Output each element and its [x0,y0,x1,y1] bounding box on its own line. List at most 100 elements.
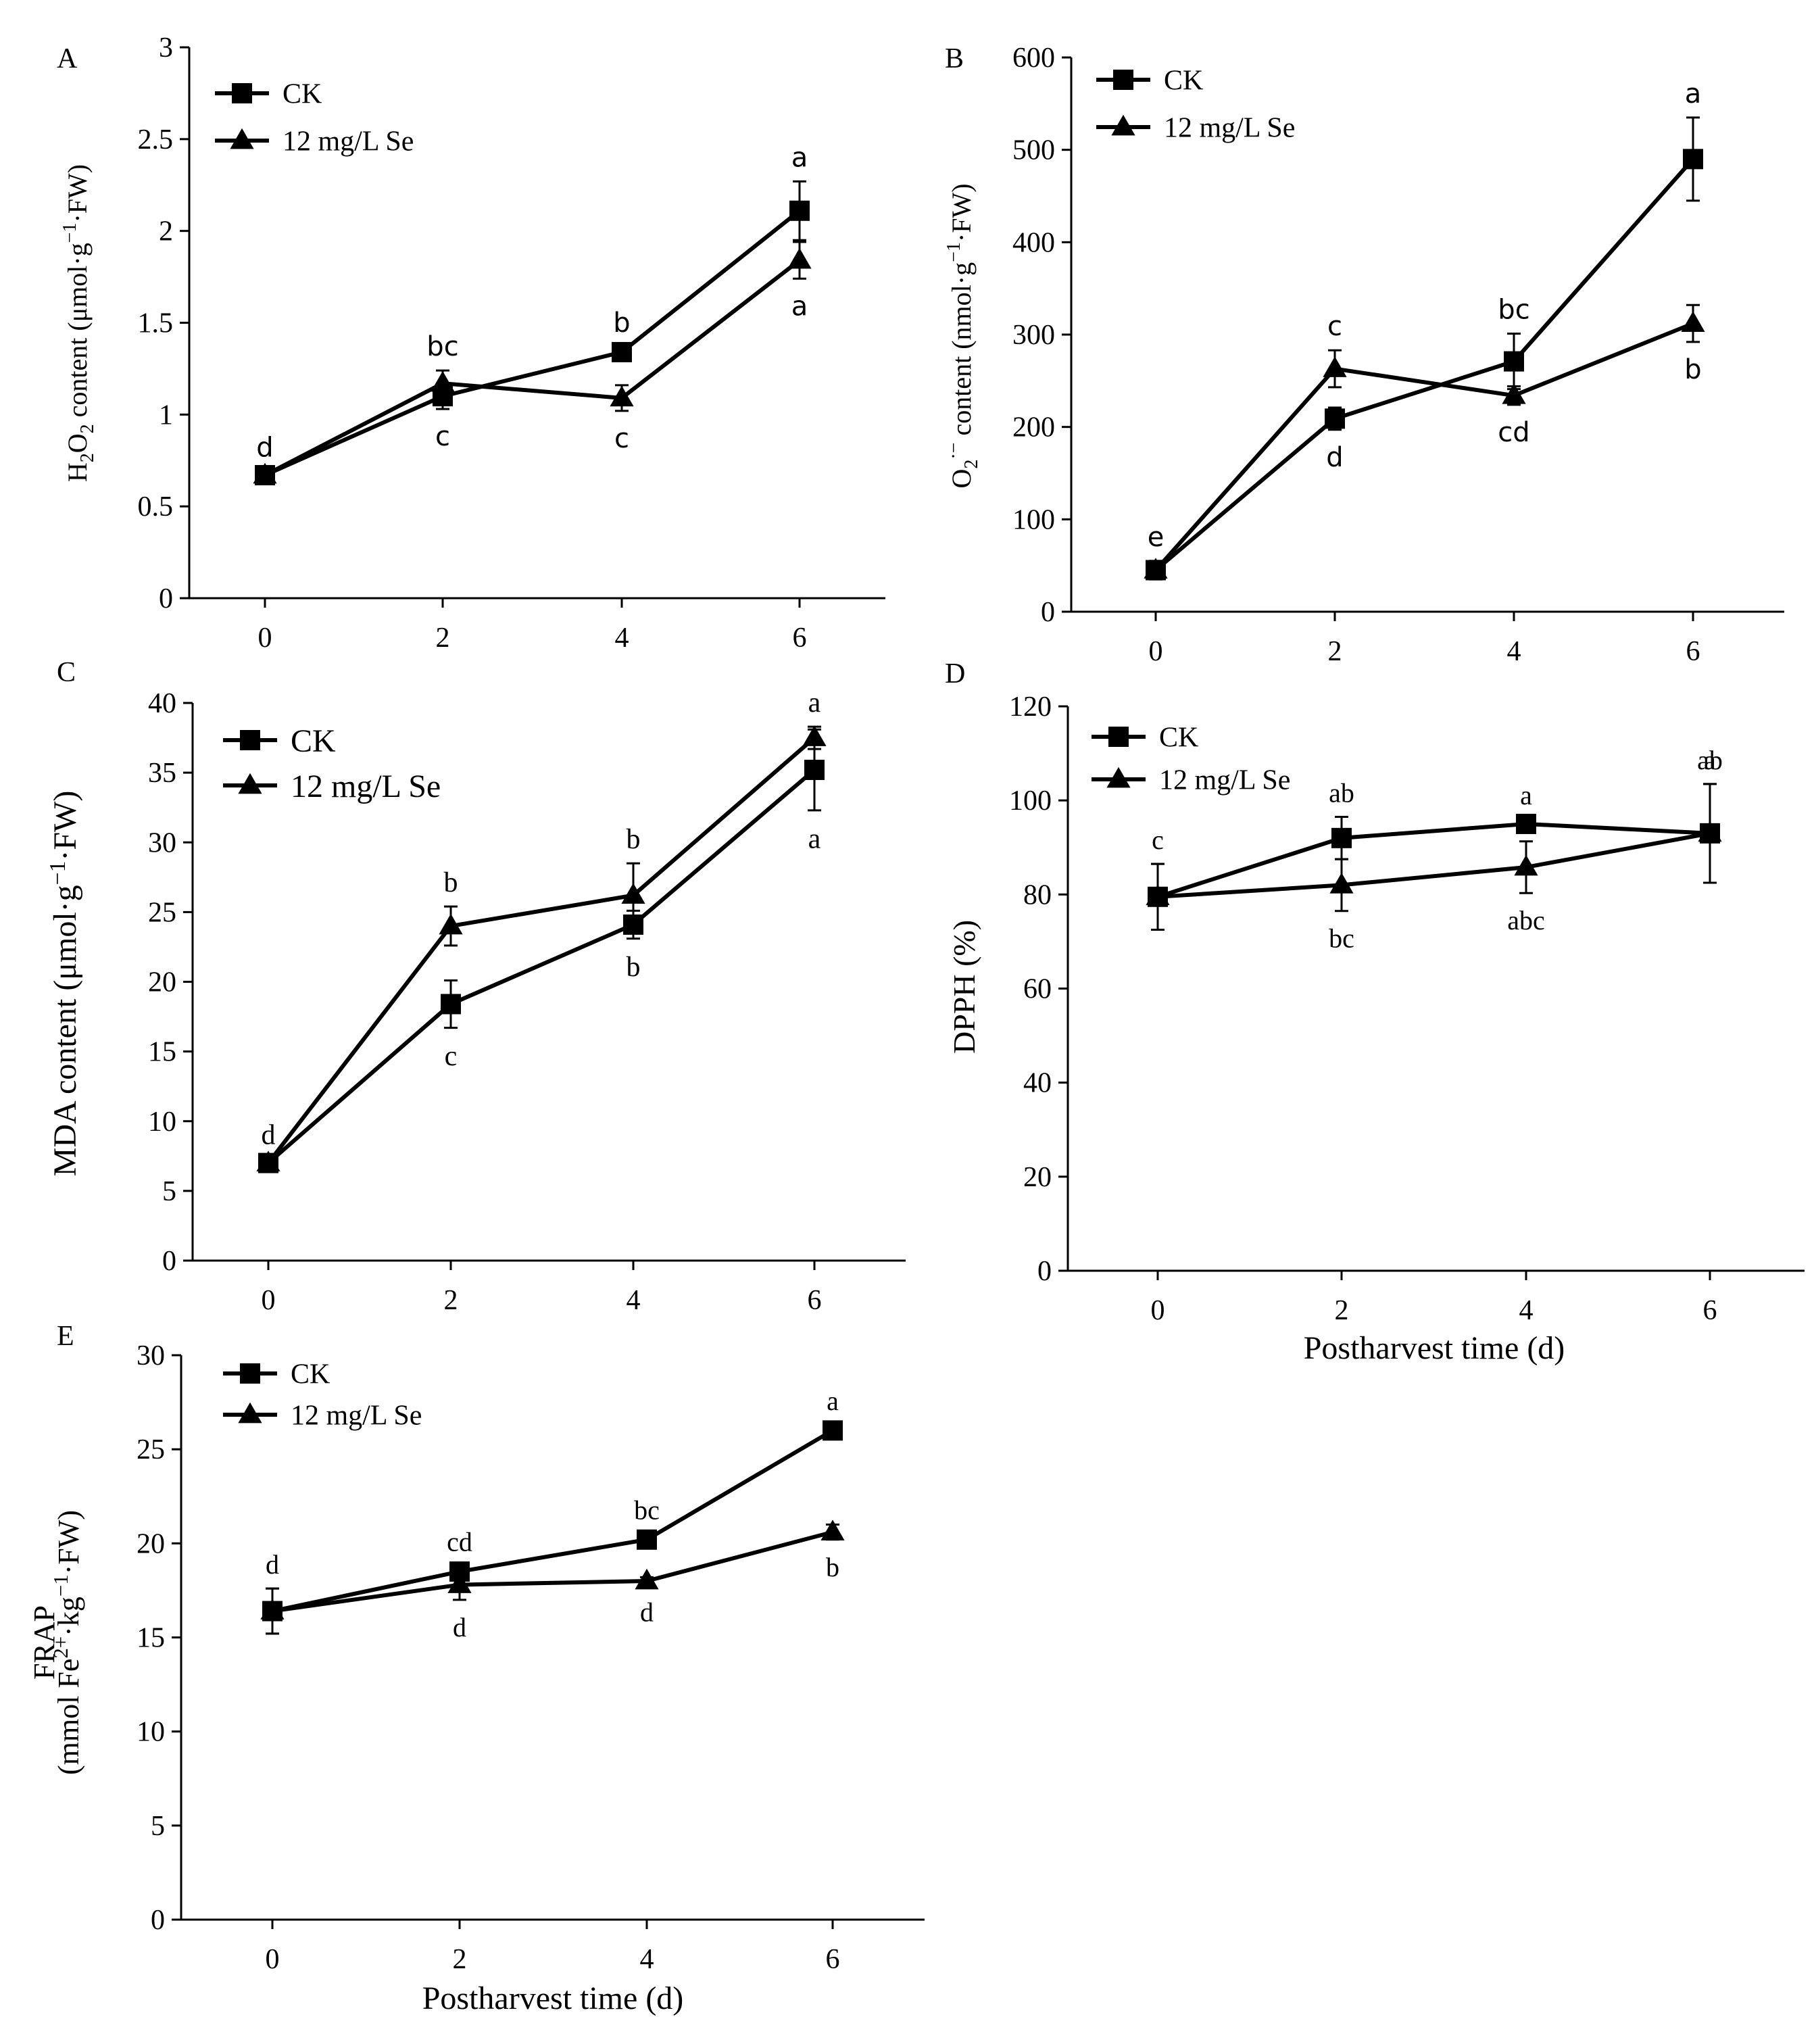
legend-marker-square [240,1363,260,1384]
x-tick-label: 0 [266,1944,280,1975]
significance-letter: a [808,823,821,854]
series-ck [266,1424,839,1635]
chart-panel-a: A 0 0.5 1 1.5 2 2.5 3 0 2 4 6 H2O2 content (μmol·g−1… [57,32,885,654]
y-tick-label: 30 [137,1340,165,1371]
y-tick-label: 600 [1012,43,1055,74]
significance-letter: b [826,1552,839,1582]
significance-letter: cd [447,1527,472,1557]
y-tick-label: 10 [137,1717,165,1748]
x-axis-label: Postharvest time (d) [1304,1330,1565,1366]
y-tick-label: 1.5 [138,308,174,339]
significance-letter: d [262,1119,276,1150]
data-point-square [612,341,632,362]
legend-label-ck: CK [291,723,336,759]
y-tick-label: 0.5 [138,491,174,522]
y-tick-label: 100 [1009,785,1052,817]
data-point-square [1325,408,1345,429]
significance-letter: a [1704,745,1716,775]
series-line [266,736,816,1165]
y-tick-label: 80 [1023,879,1052,910]
significance-letter: c [1327,311,1342,342]
data-point-square [441,994,461,1015]
significance-letter: d [256,433,273,464]
data-point-square [1504,351,1524,372]
panel-label: B [945,43,964,74]
y-tick-label: 200 [1012,412,1055,443]
significance-letter: c [614,423,629,454]
y-axis-label: H2O2 content (μmol·g−1·FW) [59,164,98,482]
series-line [1154,321,1694,572]
y-axis-label: (mmol Fe2+·kg−1·FW) [49,1510,85,1775]
legend-marker-square [240,730,260,750]
series-se [1151,783,1717,931]
significance-letter: c [435,421,450,452]
data-point-triangle [447,1572,472,1593]
legend: CK 12 mg/L Se [1096,66,1295,144]
significance-letter: a [1520,780,1532,810]
data-point-square [789,200,810,221]
data-point-triangle [1502,383,1526,404]
legend-marker-triangle [238,1402,262,1424]
data-point-triangle [1329,873,1354,894]
legend-label-se: 12 mg/L Se [283,126,414,157]
data-point-square [637,1529,657,1550]
legend-marker-square [232,83,252,103]
significance-letter: d [453,1612,466,1642]
data-point-square [1146,560,1166,581]
significance-letter: a [808,687,821,719]
legend-marker-triangle [1111,114,1135,136]
y-tick-label: 25 [148,897,176,928]
legend-marker-triangle [1106,766,1131,788]
series-line [264,258,801,477]
significance-letter: d [640,1597,654,1628]
legend-label-se: 12 mg/L Se [1164,113,1295,144]
y-tick-label: 500 [1012,135,1055,166]
data-point-triangle [610,385,634,407]
data-point-square [804,760,825,780]
x-tick-label: 0 [1151,1295,1165,1326]
significance-letter: bc [426,331,458,362]
legend: CK 12 mg/L Se [223,1359,422,1432]
significance-letter: b [613,308,630,339]
data-point-triangle [802,725,827,746]
x-tick-label: 2 [436,623,450,654]
y-tick-label: 30 [148,827,176,858]
significance-letter: bc [634,1494,660,1525]
x-tick-label: 0 [1149,636,1163,667]
y-tick-label: 1 [159,399,173,431]
legend-label-ck: CK [1164,66,1203,97]
y-tick-label: 10 [148,1106,176,1138]
significance-letter: c [1152,825,1164,855]
legend: CK 12 mg/L Se [223,723,441,804]
significance-letter: a [791,291,808,322]
significance-letter: a [791,142,808,173]
y-tick-label: 5 [151,1811,165,1842]
legend-label-ck: CK [291,1359,330,1390]
y-tick-label: 35 [148,758,176,789]
series-line [1157,821,1711,899]
y-tick-label: 0 [1037,1256,1052,1287]
series-se [266,1524,839,1635]
y-tick-label: 300 [1012,320,1055,351]
legend-label-se: 12 mg/L Se [291,1401,422,1432]
x-tick-label: 4 [1519,1295,1534,1326]
y-axis-label: DPPH (%) [947,920,981,1054]
legend: CK 12 mg/L Se [215,79,414,157]
y-tick-label: 20 [137,1528,165,1559]
data-point-square [255,464,275,485]
data-point-triangle [1681,311,1705,332]
x-tick-label: 6 [793,623,807,654]
significance-letter: bc [1329,923,1354,954]
x-tick-label: 2 [1335,1295,1349,1326]
y-axis-label-line1: FRAP [28,1605,61,1680]
chart-panel-b: B 0 100 200 300 400 500 600 0 2 4 6 O2·− content (nm… [943,43,1784,667]
x-tick-label: 4 [627,1285,641,1316]
x-tick-label: 6 [826,1944,840,1975]
y-tick-label: 100 [1012,504,1055,535]
significance-letter: ab [1329,778,1354,808]
x-tick-label: 6 [808,1285,822,1316]
y-axis-label: O2·− content (nmol·g−1·FW) [943,183,982,488]
legend-marker-square [1108,727,1129,747]
x-tick-label: 4 [615,623,629,654]
